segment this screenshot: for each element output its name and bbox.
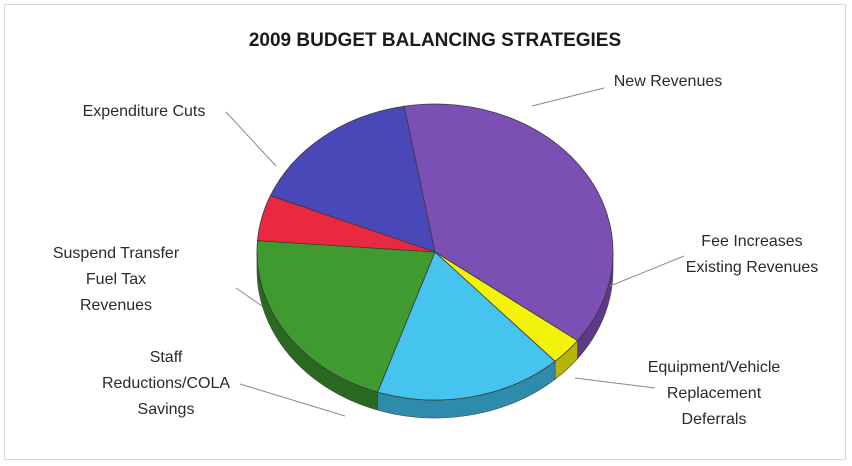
slice-label-line: Revenues xyxy=(80,297,152,314)
slice-label-line: Fee Increases xyxy=(701,233,802,250)
slice-label: New Revenues xyxy=(614,73,723,90)
leader-line xyxy=(574,377,656,389)
slice-label-line: Replacement xyxy=(667,385,762,402)
slice-label-line: New Revenues xyxy=(614,73,723,90)
slice-label: Expenditure Cuts xyxy=(83,103,206,120)
slice-label-line: Savings xyxy=(138,401,195,418)
slice-label: Equipment/Vehicle Replacement Deferrals xyxy=(648,359,781,428)
leader-line xyxy=(609,255,685,287)
slice-label-line: Existing Revenues xyxy=(686,259,819,276)
slice-label: Fee Increases Existing Revenues xyxy=(686,233,819,276)
pie-slice xyxy=(403,103,614,342)
slice-label-line: Expenditure Cuts xyxy=(83,103,206,120)
slice-label: Staff Reductions/COLA Savings xyxy=(102,349,230,418)
slice-label-line: Suspend Transfer xyxy=(53,245,180,262)
slice-label-line: Equipment/Vehicle xyxy=(648,359,781,376)
slice-label-line: Reductions/COLA xyxy=(102,375,230,392)
pie-slice xyxy=(256,240,436,393)
slice-label: Suspend Transfer Fuel Tax Revenues xyxy=(53,245,180,314)
slice-label-line: Staff xyxy=(150,349,183,366)
pie-slice xyxy=(269,105,436,253)
slice-label-line: Deferrals xyxy=(682,411,747,428)
leader-line xyxy=(239,383,346,417)
slice-label-line: Fuel Tax xyxy=(86,271,146,288)
pie-slice xyxy=(377,251,556,401)
leader-line xyxy=(531,87,605,107)
leader-line xyxy=(225,111,277,167)
chart-title: 2009 BUDGET BALANCING STRATEGIES xyxy=(249,30,621,51)
leader-line xyxy=(235,287,263,307)
